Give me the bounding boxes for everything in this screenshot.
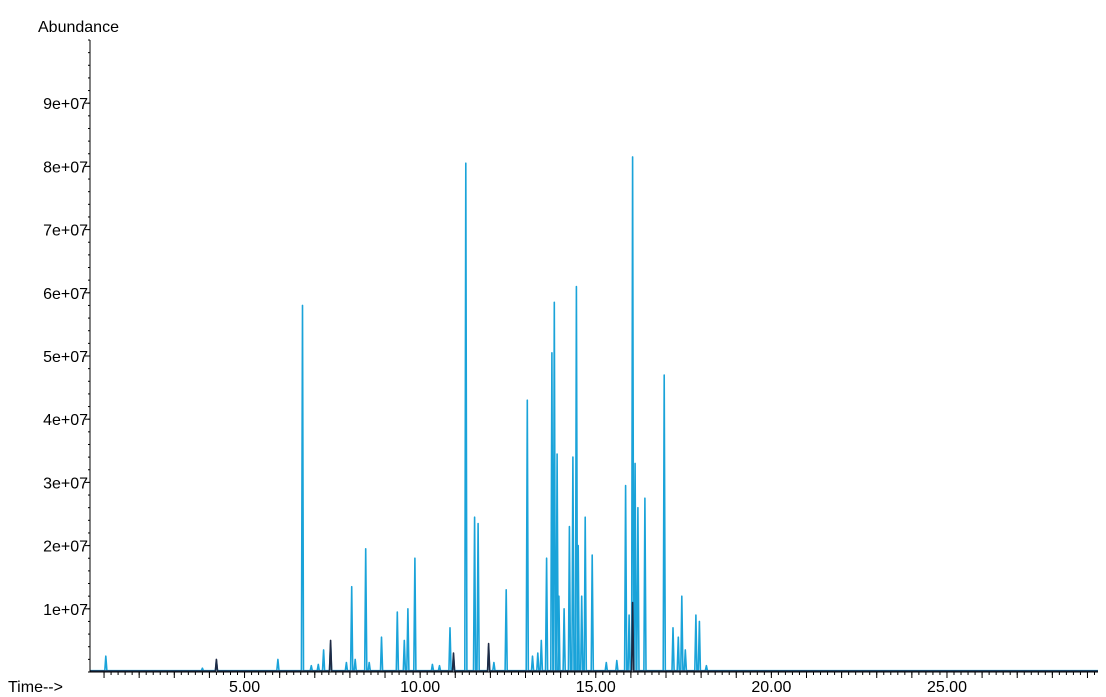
- y-tick-label: 7e+07: [43, 223, 88, 240]
- x-tick-label: 20.00: [751, 679, 791, 696]
- axis-ticks: 1e+07 2e+07 3e+07 4e+07 5e+07 6e+07 7e+07 8e+07…: [43, 39, 1095, 696]
- y-tick-label: 6e+07: [43, 286, 88, 303]
- series-trace-1: [90, 601, 1098, 672]
- x-tick-label: 10.00: [400, 679, 440, 696]
- y-tick-label: 5e+07: [43, 349, 88, 366]
- y-tick-label: 2e+07: [43, 539, 88, 556]
- y-tick-label: 9e+07: [43, 96, 88, 113]
- x-axis-label: Time-->: [8, 679, 63, 696]
- y-tick-label: 4e+07: [43, 412, 88, 429]
- x-tick-label: 25.00: [927, 679, 967, 696]
- x-tick-label: 15.00: [576, 679, 616, 696]
- chromatogram-traces: [90, 156, 1098, 672]
- y-tick-label: 3e+07: [43, 475, 88, 492]
- y-tick-label: 1e+07: [43, 602, 88, 619]
- y-tick-label: 8e+07: [43, 159, 88, 176]
- x-tick-label: 5.00: [229, 679, 260, 696]
- series-trace-0: [90, 156, 1098, 672]
- y-axis-label: Abundance: [38, 19, 119, 36]
